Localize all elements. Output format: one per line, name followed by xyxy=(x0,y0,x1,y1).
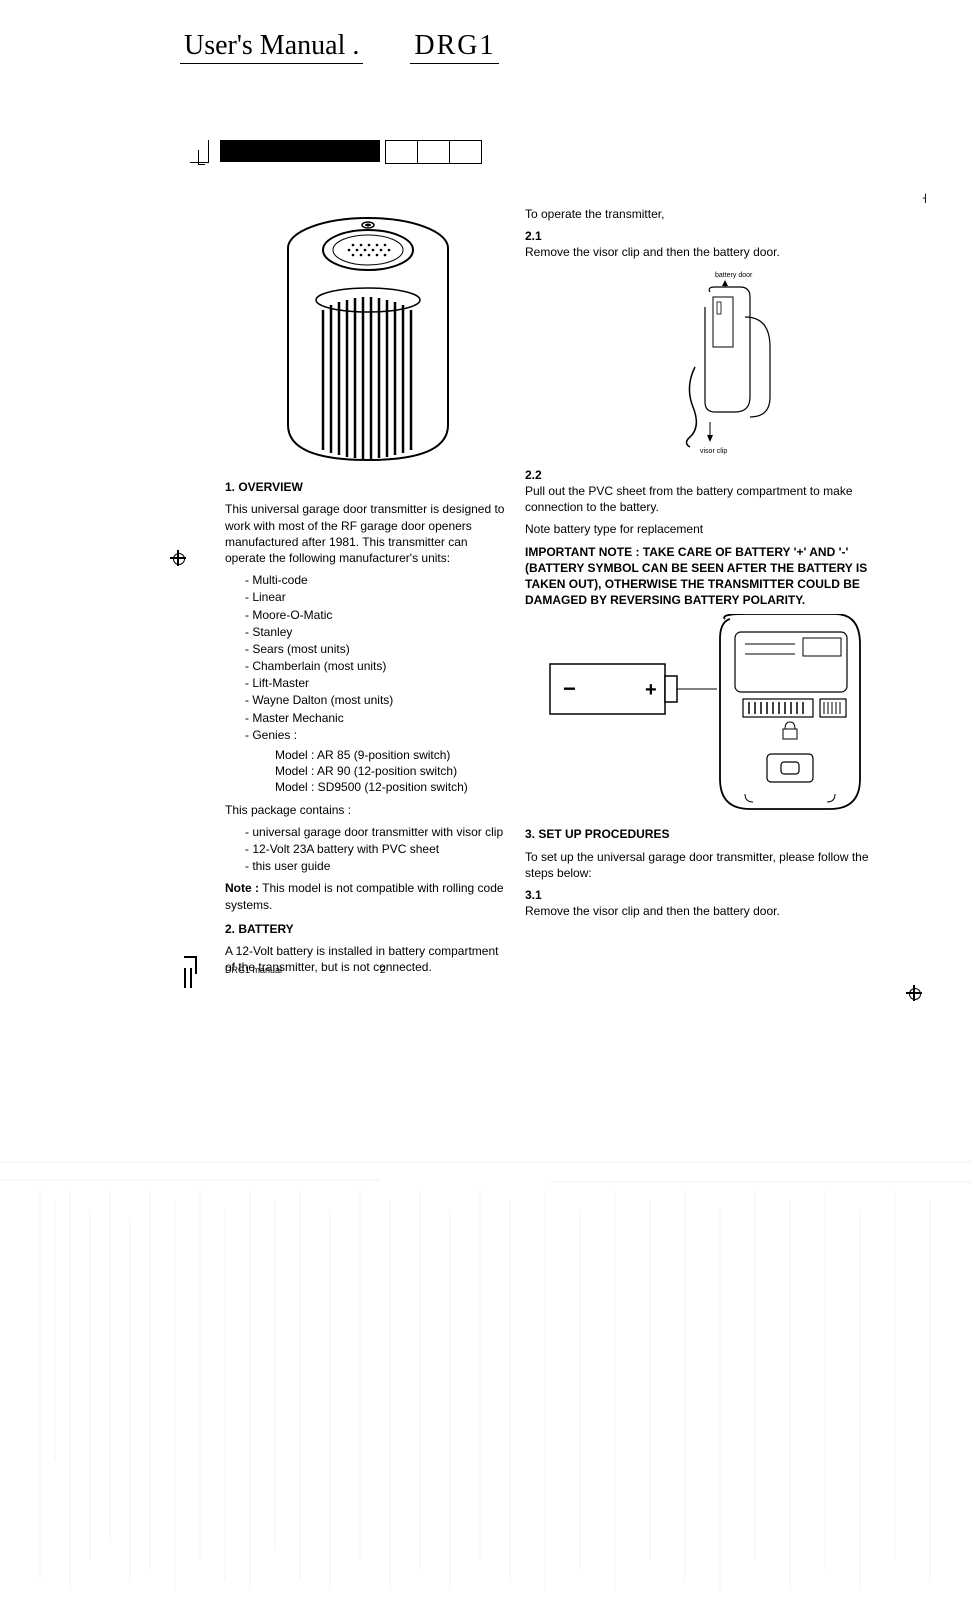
step-num: 2.2 xyxy=(525,468,542,482)
clip-diagram-icon: battery door visor clip xyxy=(615,267,795,457)
mfr-item: Genies : xyxy=(245,727,510,743)
registration-mark-icon xyxy=(906,985,922,1001)
diag-label: battery door xyxy=(715,272,753,279)
genie-model: Model : AR 90 (12-position switch) xyxy=(275,763,510,779)
transmitter-device-icon xyxy=(273,210,463,465)
corner-tick-icon: ˧ xyxy=(922,190,927,206)
package-intro: This package contains : xyxy=(225,802,510,818)
step-2-2: 2.2 Pull out the PVC sheet from the batt… xyxy=(525,467,885,516)
step-text: Pull out the PVC sheet from the battery … xyxy=(525,484,853,514)
title-users-manual: User's Manual . xyxy=(180,30,363,64)
manufacturer-list: Multi-code Linear Moore-O-Matic Stanley … xyxy=(245,572,510,743)
crop-mark-icon xyxy=(198,150,205,165)
battery-door-diagram: battery door visor clip xyxy=(525,267,885,461)
overview-heading: 1. OVERVIEW xyxy=(225,479,510,495)
svg-text:+: + xyxy=(645,679,657,701)
setup-intro: To set up the universal garage door tran… xyxy=(525,849,885,881)
pkg-item: this user guide xyxy=(245,858,510,874)
mfr-item: Stanley xyxy=(245,624,510,640)
color-bar-icon xyxy=(220,140,380,162)
step-3-1: 3.1 Remove the visor clip and then the b… xyxy=(525,887,885,919)
handwritten-title: User's Manual . DRG1 xyxy=(180,30,499,62)
overview-intro: This universal garage door transmitter i… xyxy=(225,501,510,566)
diag-label: visor clip xyxy=(700,448,727,455)
left-column: 1. OVERVIEW This universal garage door t… xyxy=(225,210,510,981)
mfr-item: Sears (most units) xyxy=(245,641,510,657)
mfr-item: Chamberlain (most units) xyxy=(245,658,510,674)
svg-text:−: − xyxy=(563,676,576,701)
battery-heading: 2. BATTERY xyxy=(225,921,510,937)
polarity-warning: IMPORTANT NOTE : TAKE CARE OF BATTERY '+… xyxy=(525,544,885,609)
setup-heading: 3. SET UP PROCEDURES xyxy=(525,826,885,842)
operate-intro: To operate the transmitter, xyxy=(525,206,885,222)
step-num: 2.1 xyxy=(525,229,542,243)
mfr-item: Linear xyxy=(245,589,510,605)
compat-note: Note : This model is not compatible with… xyxy=(225,880,510,912)
genie-model: Model : AR 85 (9-position switch) xyxy=(275,747,510,763)
mfr-item: Master Mechanic xyxy=(245,710,510,726)
step-text: Remove the visor clip and then the batte… xyxy=(525,904,780,918)
right-column: To operate the transmitter, 2.1 Remove t… xyxy=(525,200,885,925)
step-2-1: 2.1 Remove the visor clip and then the b… xyxy=(525,228,885,260)
doc-id-footer: DRG1 manual xyxy=(225,965,282,975)
package-list: universal garage door transmitter with v… xyxy=(245,824,510,875)
document-page: User's Manual . DRG1 ˧ xyxy=(0,0,972,1601)
pkg-item: 12-Volt 23A battery with PVC sheet xyxy=(245,841,510,857)
product-illustration xyxy=(225,210,510,469)
pkg-item: universal garage door transmitter with v… xyxy=(245,824,510,840)
mfr-item: Lift-Master xyxy=(245,675,510,691)
title-drg1: DRG1 xyxy=(410,30,499,64)
battery-type-note: Note battery type for replacement xyxy=(525,521,885,537)
battery-diagram-icon: − + xyxy=(545,614,865,814)
registration-mark-icon xyxy=(170,550,186,566)
step-text: Remove the visor clip and then the batte… xyxy=(525,245,780,259)
page-number: 2 xyxy=(380,965,386,976)
mfr-item: Moore-O-Matic xyxy=(245,607,510,623)
crop-mark-icon xyxy=(170,956,195,981)
genie-model: Model : SD9500 (12-position switch) xyxy=(275,779,510,795)
scan-artifact-icon xyxy=(0,1160,972,1600)
note-label: Note : xyxy=(225,881,259,895)
note-text: This model is not compatible with rollin… xyxy=(225,881,504,911)
polarity-diagram: − + xyxy=(525,614,885,818)
mfr-item: Multi-code xyxy=(245,572,510,588)
registration-boxes-icon xyxy=(385,140,482,164)
step-num: 3.1 xyxy=(525,888,542,902)
mfr-item: Wayne Dalton (most units) xyxy=(245,692,510,708)
